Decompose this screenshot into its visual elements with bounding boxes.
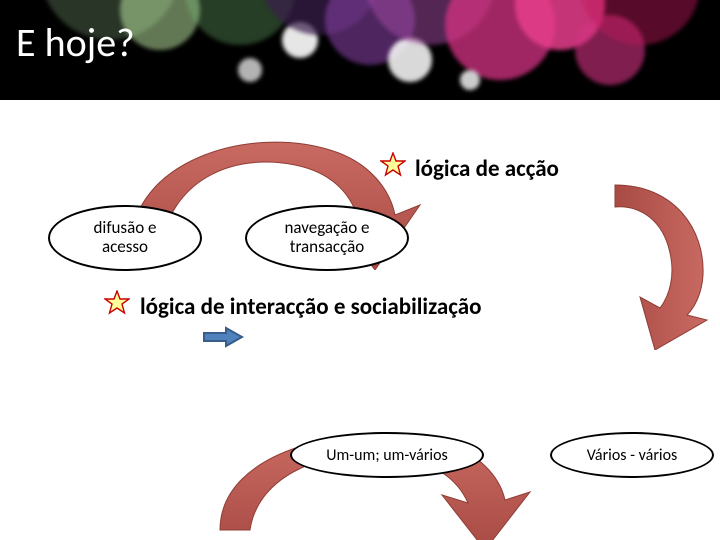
ellipse-navegacao: navegação e transacção [245, 205, 409, 271]
ellipse-navegacao-text: navegação e transacção [284, 219, 369, 256]
ellipse-difusao: difusão e acesso [48, 205, 202, 271]
header: E hoje? [0, 0, 720, 100]
ellipse-varios: Vários - vários [550, 432, 714, 478]
ellipse-umum-text: Um-um; um-vários [326, 446, 448, 465]
star-icon [104, 290, 130, 316]
diagram-area: difusão e acesso navegação e transacção … [0, 100, 720, 540]
label-logica-accao: lógica de acção [415, 155, 559, 183]
bokeh-dot [238, 58, 262, 82]
ellipse-difusao-text: difusão e acesso [93, 219, 156, 256]
small-arrow-1 [202, 326, 244, 348]
bokeh-dot [460, 70, 480, 90]
page-title: E hoje? [16, 18, 135, 67]
star-icon [380, 152, 406, 178]
ellipse-umum: Um-um; um-vários [290, 432, 484, 478]
label-logica-interac: lógica de interacção e sociabilização [140, 293, 482, 321]
curved-arrow-right [595, 175, 715, 350]
ellipse-varios-text: Vários - vários [587, 446, 678, 465]
